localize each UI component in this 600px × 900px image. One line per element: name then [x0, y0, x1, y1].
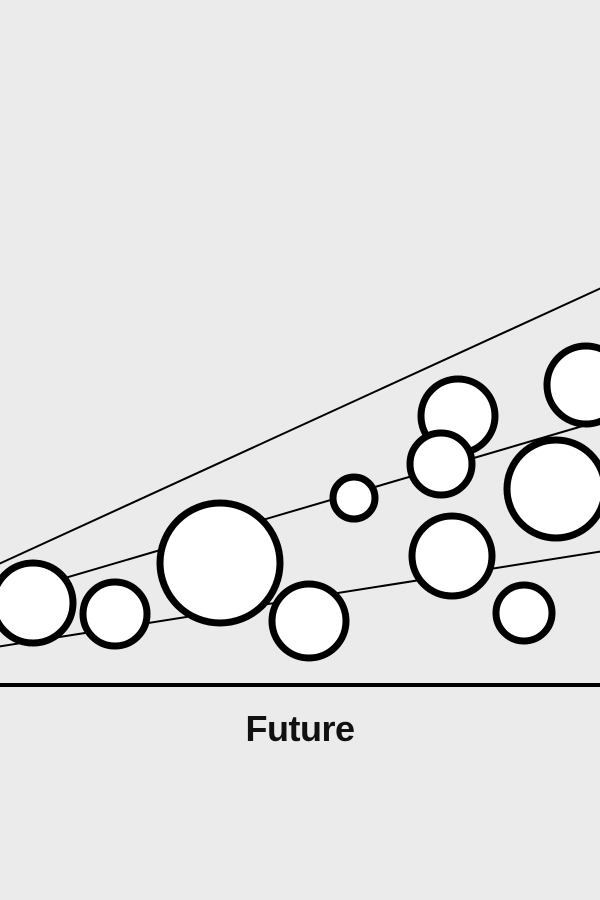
bubble [408, 512, 496, 600]
bubble [406, 429, 476, 499]
bubble [79, 578, 151, 650]
bubble [543, 342, 600, 428]
bubble [156, 499, 284, 627]
bubbles [0, 342, 600, 662]
trend-line-middle [0, 419, 600, 599]
bubble [268, 580, 350, 662]
axis-label-future: Future [245, 708, 356, 749]
bubble [503, 436, 600, 542]
bubble [0, 559, 77, 647]
bubble [329, 473, 379, 523]
bubble [492, 581, 556, 645]
trend-line-upper [0, 287, 600, 565]
